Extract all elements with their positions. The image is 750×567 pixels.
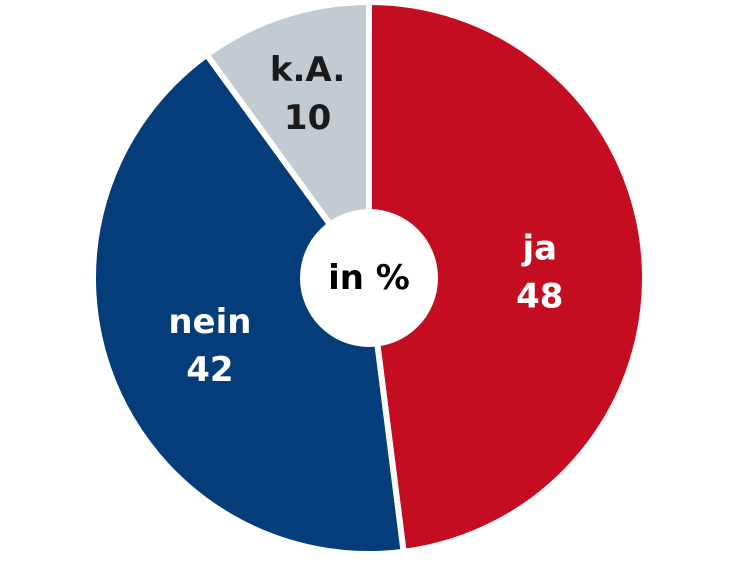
center-hole <box>300 209 438 347</box>
slice-label-ka: k.A. <box>270 50 345 90</box>
slice-value-nein: 42 <box>186 350 233 390</box>
pie-labels: ja 48 nein 42 k.A. 10 <box>168 50 563 390</box>
slice-label-ja: ja <box>520 228 557 268</box>
center-label: in % <box>328 258 410 298</box>
pie-slice-ja <box>366 0 648 556</box>
slice-value-ka: 10 <box>284 98 331 138</box>
slice-value-ja: 48 <box>516 276 563 316</box>
pie-slices <box>90 0 648 557</box>
pie-slice-ka <box>202 0 372 288</box>
slice-label-nein: nein <box>168 302 251 342</box>
pie-slice-nein <box>90 50 407 557</box>
